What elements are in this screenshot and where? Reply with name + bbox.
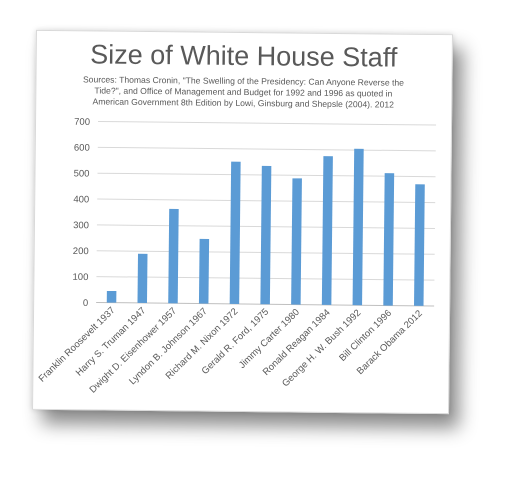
bar	[106, 290, 117, 303]
bar	[352, 148, 364, 306]
gridline	[98, 120, 437, 126]
bar	[260, 165, 272, 305]
bar	[383, 173, 395, 306]
chart-subtitle-line-1: Sources: Thomas Cronin, "The Swelling of…	[83, 74, 404, 87]
y-tick-label: 0	[83, 298, 88, 309]
y-tick-label: 400	[73, 194, 89, 205]
y-tick-label: 600	[74, 143, 90, 154]
y-tick-label: 200	[73, 246, 89, 257]
bar	[321, 156, 333, 305]
bar-chart: Size of White House Staff Sources: Thoma…	[37, 39, 437, 396]
bar	[168, 208, 179, 304]
chart-card: Size of White House Staff Sources: Thoma…	[32, 29, 453, 415]
y-tick-label: 100	[72, 272, 88, 283]
bars	[106, 148, 425, 306]
y-axis-ticks: 0 100 200 300 400 500 600 700	[72, 117, 90, 309]
chart-subtitle-line-2: Tide?", and Office of Management and Bud…	[94, 85, 392, 98]
y-tick-label: 500	[74, 168, 90, 179]
bar	[198, 238, 210, 304]
bar	[414, 184, 425, 306]
gridline	[97, 146, 436, 152]
chart-subtitle-line-3: American Government 8th Edition by Lowi,…	[92, 96, 394, 109]
gridlines	[96, 120, 437, 307]
bar	[291, 178, 302, 305]
y-tick-label: 700	[74, 117, 90, 128]
y-tick-label: 300	[73, 220, 89, 231]
bar	[229, 161, 241, 304]
bar	[137, 253, 148, 304]
chart-title: Size of White House Staff	[90, 39, 398, 72]
